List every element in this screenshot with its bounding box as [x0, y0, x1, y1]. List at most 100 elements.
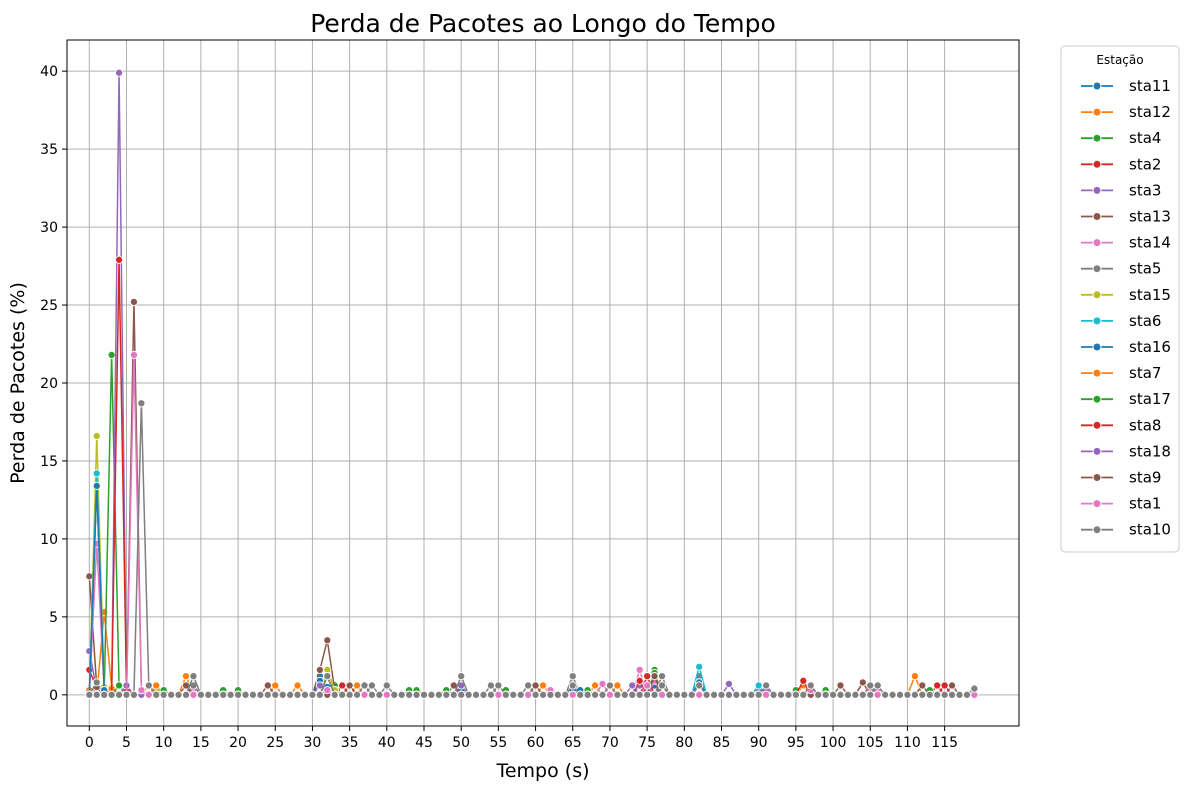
data-point — [219, 690, 228, 699]
data-point — [873, 690, 882, 699]
data-point — [643, 690, 652, 699]
y-tick-label: 15 — [40, 454, 58, 470]
legend-item: sta11 — [1081, 77, 1171, 95]
legend-label: sta3 — [1129, 181, 1161, 199]
data-point — [367, 681, 376, 690]
legend-label: sta13 — [1129, 208, 1171, 226]
legend-swatch-marker — [1092, 316, 1102, 326]
data-point — [799, 690, 808, 699]
legend-swatch-marker — [1092, 342, 1102, 352]
y-tick-label: 10 — [40, 532, 58, 548]
data-point — [323, 636, 332, 645]
series-line-sta1 — [89, 354, 975, 696]
legend-label: sta14 — [1129, 234, 1171, 252]
data-point — [643, 672, 652, 681]
data-point — [724, 679, 733, 688]
data-point — [129, 297, 138, 306]
legend-item: sta18 — [1081, 442, 1171, 460]
data-point — [152, 681, 161, 690]
data-point — [115, 255, 124, 264]
data-point — [948, 681, 957, 690]
x-tick-label: 15 — [192, 735, 210, 751]
data-point — [196, 690, 205, 699]
chart-title: Perda de Pacotes ao Longo do Tempo — [310, 9, 776, 38]
data-point — [613, 681, 622, 690]
data-point — [501, 690, 510, 699]
data-point — [442, 690, 451, 699]
data-point — [92, 469, 101, 478]
data-point — [613, 690, 622, 699]
x-tick-label: 65 — [564, 735, 582, 751]
legend-swatch-marker — [1092, 133, 1102, 143]
data-point — [85, 572, 94, 581]
data-point — [650, 672, 659, 681]
x-axis-label: Tempo (s) — [495, 760, 589, 782]
x-tick-label: 30 — [304, 735, 322, 751]
data-point — [115, 68, 124, 77]
data-point — [657, 690, 667, 699]
series-sta14 — [85, 539, 979, 699]
series-sta11 — [85, 483, 979, 699]
data-point — [479, 690, 488, 699]
data-point — [204, 690, 213, 699]
legend-swatch-marker — [1092, 264, 1102, 274]
data-point — [323, 686, 332, 695]
data-point — [605, 681, 614, 690]
legend-item: sta17 — [1081, 390, 1171, 408]
data-point — [762, 681, 771, 690]
legend-item: sta3 — [1081, 181, 1161, 199]
series-line-sta8 — [89, 259, 975, 696]
x-tick-label: 95 — [787, 735, 805, 751]
data-point — [85, 690, 94, 699]
data-point — [472, 690, 481, 699]
data-point — [144, 681, 153, 690]
data-point — [115, 681, 124, 690]
data-point — [345, 690, 354, 699]
data-point — [858, 678, 867, 687]
legend-item: sta12 — [1081, 103, 1171, 121]
data-point — [598, 679, 607, 688]
data-point — [531, 681, 540, 690]
legend-item: sta15 — [1081, 286, 1171, 304]
data-point — [509, 690, 518, 699]
y-tick-label: 20 — [40, 376, 58, 392]
series-sta1 — [85, 350, 979, 699]
x-tick-label: 25 — [266, 735, 284, 751]
data-point — [486, 690, 495, 699]
data-point — [524, 681, 533, 690]
data-point — [293, 690, 302, 699]
series-line-sta3 — [88, 71, 975, 696]
series-sta8 — [85, 255, 979, 699]
data-point — [910, 672, 919, 681]
legend-item: sta9 — [1081, 469, 1161, 487]
data-point — [635, 690, 644, 699]
data-point — [754, 690, 763, 699]
data-point — [189, 672, 198, 681]
data-point — [434, 690, 443, 699]
data-point — [107, 350, 116, 359]
legend-label: sta8 — [1129, 416, 1161, 434]
data-point — [754, 681, 763, 690]
x-tick-label: 45 — [415, 735, 433, 751]
data-point — [494, 690, 503, 699]
data-point — [300, 690, 310, 699]
series-layer — [85, 68, 979, 699]
legend-item: sta7 — [1081, 364, 1161, 382]
x-tick-label: 0 — [85, 735, 94, 751]
series-line-sta13 — [88, 576, 975, 696]
data-point — [591, 690, 600, 699]
data-point — [323, 672, 332, 681]
data-point — [925, 690, 934, 699]
data-point — [605, 690, 614, 699]
data-point — [181, 672, 191, 681]
data-point — [263, 681, 272, 690]
series-sta10 — [85, 399, 979, 699]
data-point — [665, 690, 674, 699]
legend-swatch-marker — [1092, 159, 1102, 169]
data-point — [970, 684, 979, 693]
data-point — [226, 690, 235, 699]
data-point — [315, 690, 324, 699]
data-point — [167, 690, 176, 699]
series-sta13 — [85, 572, 979, 699]
data-point — [710, 690, 719, 699]
